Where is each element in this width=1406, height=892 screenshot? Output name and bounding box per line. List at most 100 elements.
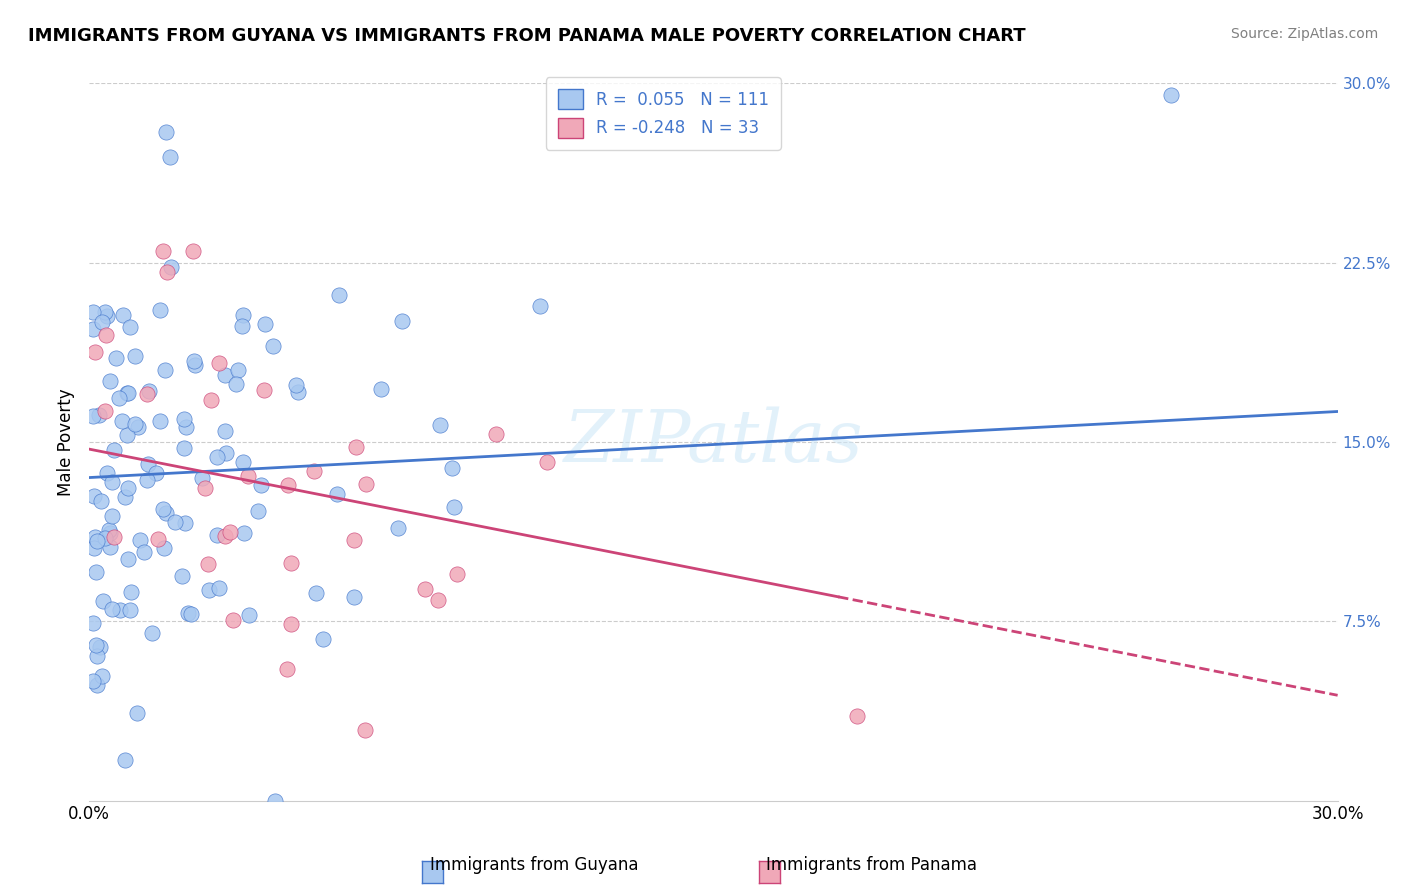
Point	[342, 533, 364, 547]
Text: IMMIGRANTS FROM GUYANA VS IMMIGRANTS FROM PANAMA MALE POVERTY CORRELATION CHART: IMMIGRANTS FROM GUYANA VS IMMIGRANTS FRO…	[28, 27, 1026, 45]
Point	[176, 606, 198, 620]
Point	[218, 524, 240, 539]
Point	[153, 541, 176, 555]
Point	[98, 374, 121, 388]
Point	[176, 419, 198, 434]
Point	[276, 663, 298, 677]
Point	[96, 466, 118, 480]
Text: Source: ZipAtlas.com: Source: ZipAtlas.com	[1230, 27, 1378, 41]
Point	[136, 473, 159, 487]
Point	[180, 607, 202, 622]
Point	[183, 359, 205, 373]
Point	[118, 320, 141, 334]
Point	[529, 299, 551, 313]
Point	[262, 339, 284, 353]
Text: ZIPatlas: ZIPatlas	[564, 407, 863, 477]
Point	[110, 603, 132, 617]
Point	[344, 440, 367, 454]
Point	[114, 490, 136, 504]
Point	[159, 150, 181, 164]
Point	[173, 516, 195, 531]
Point	[96, 309, 118, 323]
Point	[82, 616, 104, 631]
Point	[90, 493, 112, 508]
Point	[264, 794, 287, 808]
Point	[446, 567, 468, 582]
Point	[152, 244, 174, 258]
Point	[152, 502, 174, 516]
Point	[86, 649, 108, 664]
Point	[111, 415, 134, 429]
Point	[183, 353, 205, 368]
Point	[98, 526, 121, 541]
Point	[214, 424, 236, 438]
Point	[103, 531, 125, 545]
Point	[232, 308, 254, 322]
Point	[82, 322, 104, 336]
Point	[391, 314, 413, 328]
Point	[160, 260, 183, 274]
Point	[208, 582, 231, 596]
Point	[146, 532, 169, 546]
Legend: R =  0.055   N = 111, R = -0.248   N = 33: R = 0.055 N = 111, R = -0.248 N = 33	[546, 78, 780, 150]
Point	[114, 753, 136, 767]
Point	[115, 427, 138, 442]
Point	[112, 308, 135, 322]
Point	[163, 515, 186, 529]
Point	[354, 723, 377, 737]
Point	[205, 528, 228, 542]
Point	[194, 481, 217, 495]
Point	[280, 617, 302, 632]
Point	[370, 382, 392, 396]
Point	[215, 445, 238, 459]
Text: Immigrants from Panama: Immigrants from Panama	[766, 856, 977, 874]
Point	[117, 482, 139, 496]
Point	[132, 545, 155, 559]
Point	[441, 460, 464, 475]
Point	[387, 521, 409, 535]
Point	[82, 409, 104, 423]
Point	[83, 541, 105, 555]
Point	[129, 533, 152, 547]
Point	[253, 317, 276, 331]
Point	[536, 455, 558, 469]
Point	[84, 530, 107, 544]
Point	[238, 607, 260, 622]
Point	[124, 349, 146, 363]
Point	[90, 315, 112, 329]
Point	[280, 556, 302, 570]
Point	[138, 384, 160, 398]
Point	[84, 638, 107, 652]
Point	[98, 541, 121, 555]
Point	[84, 565, 107, 579]
Point	[326, 487, 349, 501]
Point	[97, 523, 120, 537]
Point	[226, 363, 249, 377]
Point	[100, 509, 122, 524]
Text: Immigrants from Guyana: Immigrants from Guyana	[430, 856, 638, 874]
Point	[287, 385, 309, 400]
Point	[231, 319, 253, 334]
Point	[232, 455, 254, 469]
Point	[89, 640, 111, 655]
Point	[103, 442, 125, 457]
Point	[149, 414, 172, 428]
Point	[145, 466, 167, 480]
Point	[443, 500, 465, 514]
Point	[117, 551, 139, 566]
Point	[413, 582, 436, 597]
Point	[343, 590, 366, 604]
Point	[354, 477, 377, 491]
Point	[94, 532, 117, 546]
Y-axis label: Male Poverty: Male Poverty	[58, 388, 75, 496]
Point	[141, 626, 163, 640]
Point	[155, 506, 177, 520]
Point	[94, 328, 117, 343]
Point	[155, 125, 177, 139]
Point	[222, 613, 245, 627]
Point	[155, 363, 177, 377]
Point	[328, 288, 350, 302]
Point	[136, 386, 159, 401]
Point	[225, 376, 247, 391]
Point	[233, 526, 256, 541]
